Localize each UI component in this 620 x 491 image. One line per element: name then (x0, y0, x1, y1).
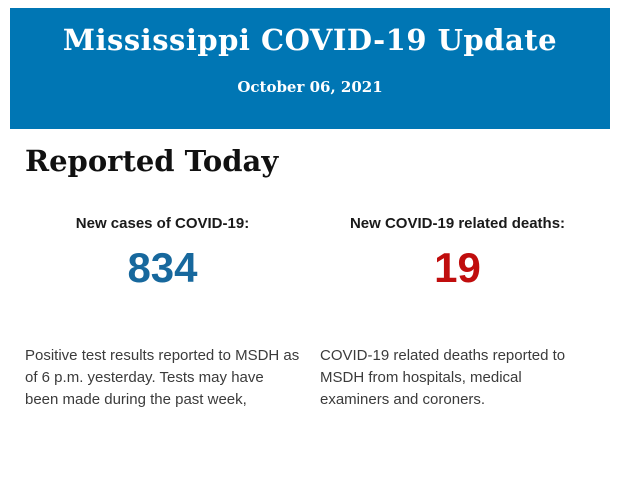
new-deaths-label: New COVID-19 related deaths: (349, 215, 566, 232)
new-cases-description: Positive test results reported to MSDH a… (25, 347, 300, 408)
main-content: Reported Today New cases of COVID-19: 83… (0, 144, 620, 426)
report-date: October 06, 2021 (237, 78, 383, 96)
new-cases-label: New cases of COVID-19: (75, 215, 250, 232)
section-heading: Reported Today (25, 144, 279, 178)
stat-new-deaths: New COVID-19 related deaths: 19 COVID-19… (320, 215, 595, 426)
new-deaths-description: COVID-19 related deaths reported to MSDH… (320, 347, 566, 408)
header-banner: Mississippi COVID-19 Update October 06, … (10, 8, 610, 129)
new-deaths-value: 19 (434, 244, 481, 291)
page-title: Mississippi COVID-19 Update (62, 23, 558, 57)
stat-new-cases: New cases of COVID-19: 834 Positive test… (25, 215, 300, 426)
new-cases-value: 834 (127, 244, 198, 291)
stats-columns: New cases of COVID-19: 834 Positive test… (25, 215, 595, 426)
